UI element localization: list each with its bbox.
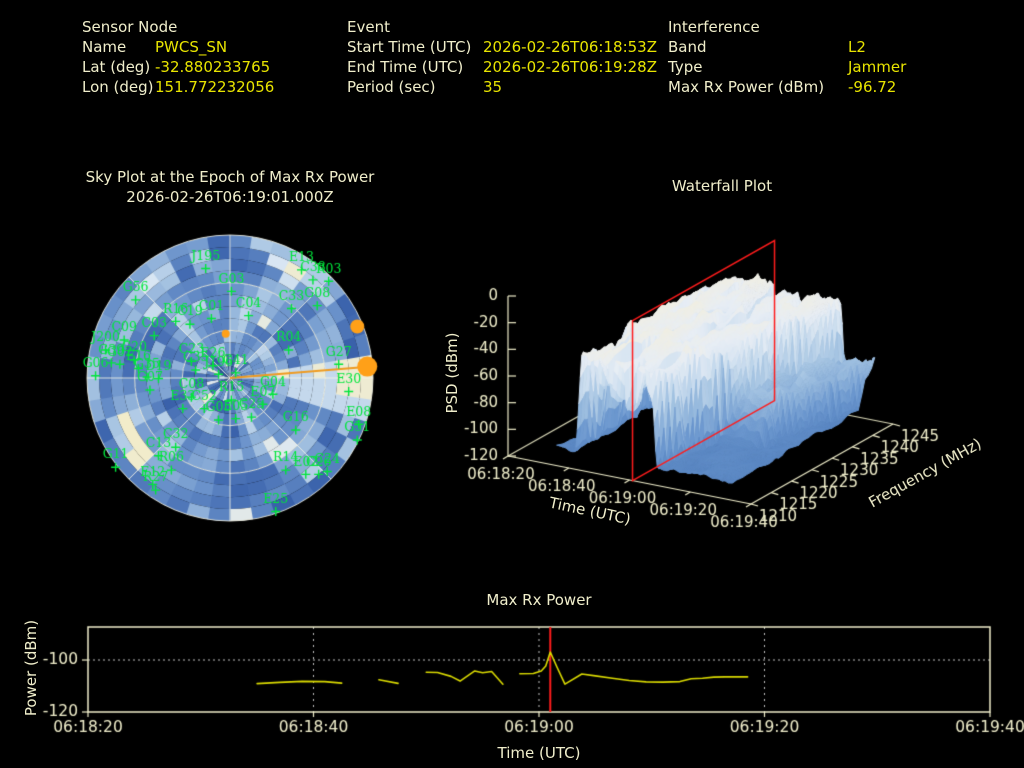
sensor-lat-label: Lat (deg) [82,58,151,76]
waterfall-title: Waterfall Plot [671,177,773,195]
interference-panel: Interference Band L2 Type Jammer Max Rx … [668,18,1018,98]
interference-type-value: Jammer [848,58,907,76]
sensor-node-panel: Sensor Node Name PWCS_SN Lat (deg) -32.8… [82,18,342,98]
event-start-label: Start Time (UTC) [347,38,472,56]
event-panel: Event Start Time (UTC) 2026-02-26T06:18:… [347,18,677,98]
sensor-node-title: Sensor Node [82,18,178,36]
sky-plot-title-line1: Sky Plot at the Epoch of Max Rx Power [85,168,375,186]
sensor-lon-row: Lon (deg) 151.772232056 [82,78,342,98]
sensor-lat-value: -32.880233765 [155,58,271,76]
sky-plot-canvas [55,220,405,535]
sensor-lon-label: Lon (deg) [82,78,154,96]
interference-power-row: Max Rx Power (dBm) -96.72 [668,78,1018,98]
interference-title: Interference [668,18,760,36]
interference-band-value: L2 [848,38,866,56]
interference-type-label: Type [668,58,703,76]
event-start-value: 2026-02-26T06:18:53Z [483,38,657,56]
sensor-lat-row: Lat (deg) -32.880233765 [82,58,342,78]
sky-plot-title-line2: 2026-02-26T06:19:01.000Z [126,188,334,206]
power-y-axis-label: Power (dBm) [22,619,40,717]
waterfall-canvas [430,210,1024,545]
interference-band-row: Band L2 [668,38,1018,58]
interference-power-value: -96.72 [848,78,897,96]
sky-plot-title: Sky Plot at the Epoch of Max Rx Power 20… [58,167,402,207]
event-start-row: Start Time (UTC) 2026-02-26T06:18:53Z [347,38,677,58]
power-x-axis-label: Time (UTC) [497,744,581,762]
event-end-value: 2026-02-26T06:19:28Z [483,58,657,76]
power-chart-canvas [0,585,1024,768]
sensor-name-row: Name PWCS_SN [82,38,342,58]
interference-band-label: Band [668,38,707,56]
interference-power-label: Max Rx Power (dBm) [668,78,825,96]
interference-type-row: Type Jammer [668,58,1018,78]
psd-axis-label: PSD (dBm) [443,332,461,414]
sensor-name-value: PWCS_SN [155,38,228,56]
event-period-value: 35 [483,78,503,96]
event-title: Event [347,18,390,36]
event-end-label: End Time (UTC) [347,58,464,76]
sensor-name-label: Name [82,38,127,56]
sensor-lon-value: 151.772232056 [155,78,275,96]
event-end-row: End Time (UTC) 2026-02-26T06:19:28Z [347,58,677,78]
event-period-label: Period (sec) [347,78,436,96]
event-period-row: Period (sec) 35 [347,78,677,98]
